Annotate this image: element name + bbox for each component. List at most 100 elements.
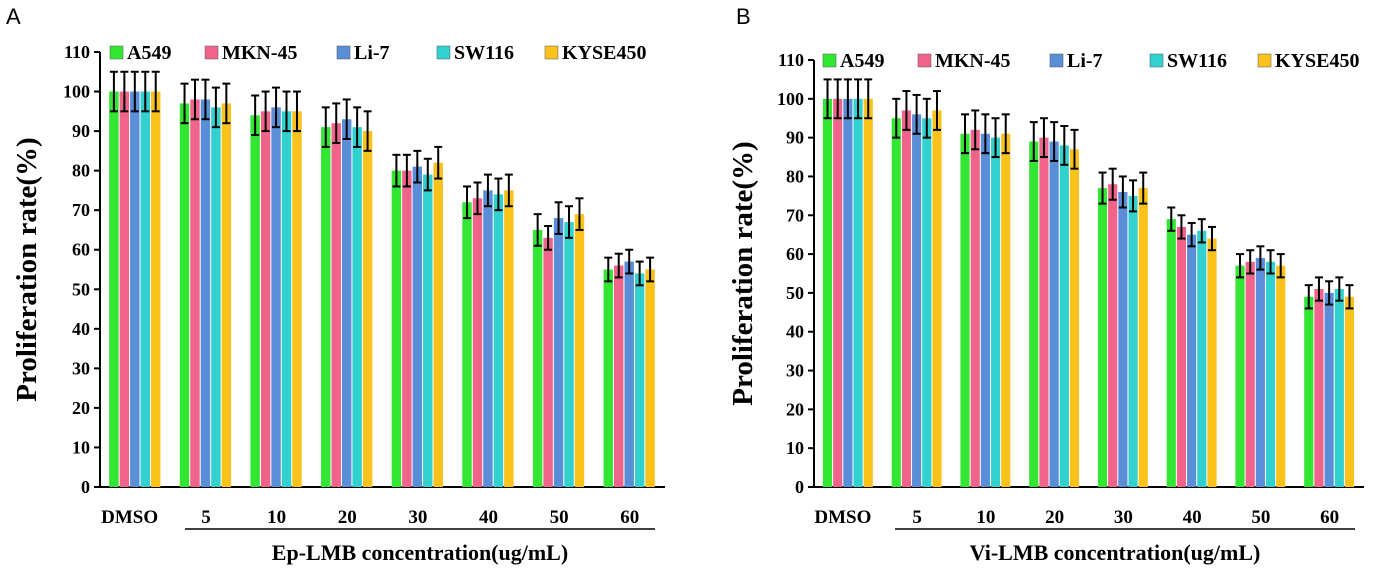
- bar: [260, 111, 271, 488]
- x-tick-label: 60: [620, 507, 639, 528]
- bar: [1207, 238, 1217, 487]
- bar: [1039, 137, 1049, 488]
- x-tick-label: 5: [201, 507, 211, 528]
- panel-letter: B: [736, 4, 751, 29]
- bar: [990, 137, 1001, 488]
- bar: [1001, 133, 1011, 487]
- legend-label: KYSE450: [1275, 50, 1359, 72]
- legend-swatch: [1049, 53, 1064, 68]
- y-tick-label: 110: [64, 42, 90, 62]
- bar: [1344, 296, 1355, 487]
- x-tick-label: 60: [1320, 507, 1339, 528]
- bar: [1166, 219, 1176, 487]
- bar: [1235, 265, 1245, 487]
- bar: [1245, 261, 1255, 487]
- bar: [211, 107, 221, 487]
- bar: [1314, 289, 1324, 487]
- legend-swatch: [436, 45, 451, 60]
- y-tick-label: 10: [786, 438, 804, 458]
- bar: [1304, 296, 1314, 487]
- legend-swatch: [544, 45, 559, 60]
- bar: [1197, 230, 1207, 488]
- bar: [1029, 141, 1039, 487]
- bar: [130, 91, 140, 487]
- legend-label: A549: [127, 42, 171, 64]
- bar: [1324, 292, 1334, 487]
- bar: [250, 115, 260, 487]
- bar: [402, 170, 412, 488]
- bar: [221, 103, 232, 487]
- bar: [564, 222, 574, 487]
- y-tick-label: 110: [778, 50, 804, 70]
- bar: [532, 229, 543, 488]
- y-axis-title: Proliferation rate(%): [11, 137, 43, 401]
- legend-swatch: [1257, 53, 1272, 68]
- y-tick-label: 20: [786, 399, 804, 419]
- bar: [901, 110, 912, 488]
- legend-label: MKN-45: [935, 50, 1011, 72]
- x-tick-label: 20: [338, 507, 357, 528]
- x-axis-title: Ep-LMB concentration(ug/mL): [272, 540, 568, 565]
- bar: [200, 99, 211, 488]
- bar: [179, 103, 190, 487]
- x-tick-label: DMSO: [814, 507, 871, 528]
- bar: [980, 133, 990, 487]
- bar: [843, 98, 853, 488]
- bar: [412, 166, 423, 487]
- bar: [433, 162, 443, 487]
- y-tick-label: 100: [63, 82, 90, 102]
- y-tick-label: 90: [72, 121, 90, 141]
- panel-letter: A: [6, 4, 21, 29]
- x-tick-label: 30: [408, 507, 427, 528]
- bar: [504, 190, 514, 487]
- bar: [423, 174, 433, 487]
- y-tick-label: 0: [795, 477, 804, 497]
- bar: [140, 91, 150, 487]
- bar: [493, 194, 504, 487]
- y-tick-label: 30: [72, 358, 90, 378]
- y-tick-label: 60: [72, 240, 90, 260]
- bar: [614, 265, 624, 487]
- bar: [271, 107, 281, 487]
- y-tick-label: 40: [72, 319, 90, 339]
- bar: [603, 269, 614, 487]
- bar: [1128, 195, 1138, 487]
- legend-label: SW116: [454, 42, 514, 64]
- bar: [1334, 289, 1344, 487]
- bar: [331, 123, 341, 487]
- bar: [922, 118, 932, 488]
- bar: [1097, 188, 1108, 487]
- y-tick-label: 80: [72, 161, 90, 181]
- x-tick-label: 30: [1114, 507, 1133, 528]
- x-tick-label: 10: [267, 507, 286, 528]
- legend: A549 MKN-45 Li-7 SW116 KYSE450: [822, 50, 1359, 72]
- bar: [822, 98, 833, 488]
- bar: [912, 114, 922, 487]
- x-tick-label: 40: [1183, 507, 1202, 528]
- chart-panel-a: A 0 10 20 30 40 50 60 70 80 90 100 110 Proliferation …: [6, 4, 665, 565]
- bar: [1187, 234, 1197, 487]
- bar: [292, 111, 302, 488]
- bar: [645, 269, 655, 487]
- bar: [483, 190, 493, 487]
- y-tick-label: 30: [786, 361, 804, 381]
- bar: [970, 129, 980, 487]
- y-tick-label: 80: [786, 166, 804, 186]
- x-tick-label: 20: [1045, 507, 1064, 528]
- x-tick-label: DMSO: [101, 507, 158, 528]
- legend-label: Li-7: [1067, 50, 1103, 72]
- bar: [150, 91, 161, 487]
- bar: [960, 133, 970, 487]
- bar: [341, 119, 352, 488]
- bar: [352, 127, 362, 488]
- bar: [1265, 261, 1276, 487]
- legend-swatch: [336, 45, 351, 60]
- y-tick-label: 90: [786, 128, 804, 148]
- x-tick-label: 40: [479, 507, 498, 528]
- y-tick-label: 10: [72, 437, 90, 457]
- bar: [321, 127, 331, 488]
- bar: [1138, 188, 1148, 487]
- bar: [624, 261, 634, 487]
- x-tick-label: 10: [976, 507, 995, 528]
